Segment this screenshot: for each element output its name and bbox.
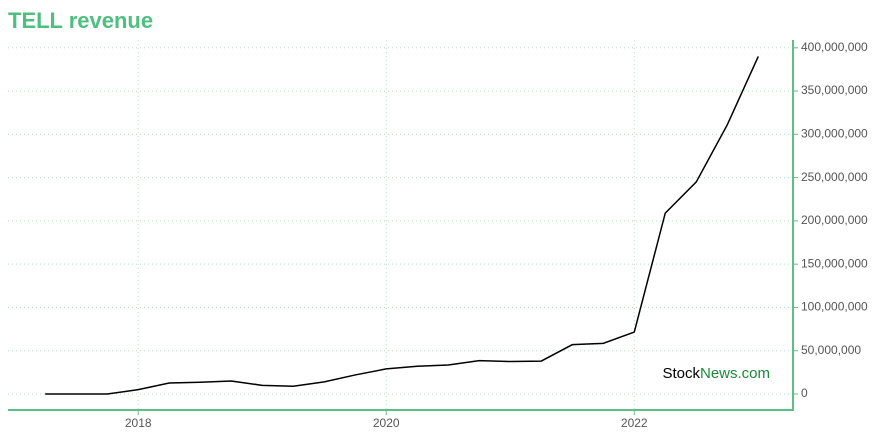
watermark-suffix: News.com	[700, 365, 770, 382]
y-tick-label: 300,000,000	[801, 127, 868, 141]
y-tick-label: 250,000,000	[801, 170, 868, 184]
y-tick-label: 100,000,000	[801, 300, 868, 314]
x-tick-label: 2020	[373, 416, 400, 430]
x-tick-label: 2018	[125, 416, 152, 430]
watermark-prefix: Stock	[662, 365, 700, 382]
y-tick-label: 0	[801, 386, 808, 400]
y-tick-label: 150,000,000	[801, 256, 868, 270]
y-tick-label: 350,000,000	[801, 83, 868, 97]
chart-title: TELL revenue	[8, 8, 153, 33]
y-tick-label: 200,000,000	[801, 213, 868, 227]
x-tick-label: 2022	[621, 416, 648, 430]
y-tick-label: 400,000,000	[801, 40, 868, 54]
series-line	[45, 56, 759, 395]
watermark: StockNews.com	[662, 365, 770, 382]
y-tick-label: 50,000,000	[801, 343, 861, 357]
